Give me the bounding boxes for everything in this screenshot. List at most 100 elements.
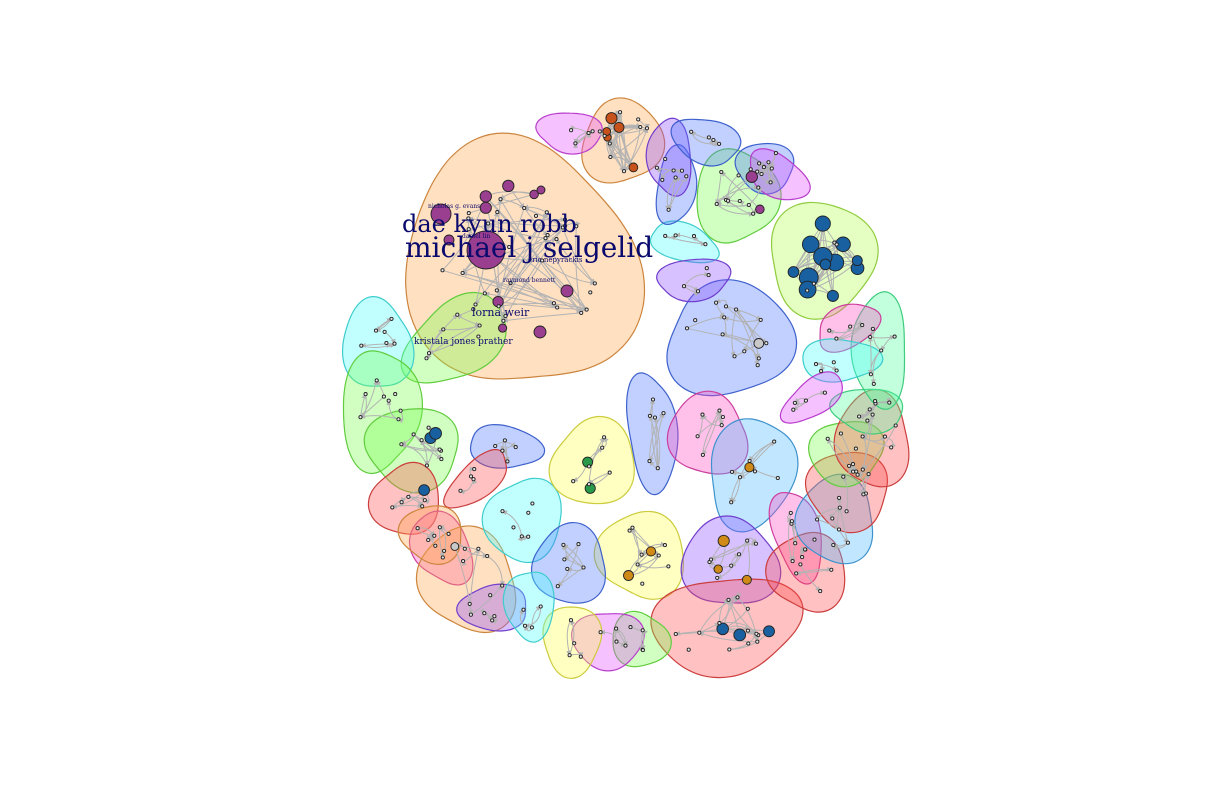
network-edge <box>720 171 761 210</box>
network-node <box>533 213 539 218</box>
network-node <box>844 509 849 514</box>
network-node <box>746 202 751 208</box>
network-node <box>773 151 778 156</box>
network-node <box>437 525 442 530</box>
highlighted-node <box>529 189 539 200</box>
highlighted-node <box>502 179 515 193</box>
network-node <box>544 210 549 215</box>
network-node <box>866 472 871 477</box>
highlighted-node <box>745 170 758 183</box>
network-node <box>654 165 659 170</box>
network-edge <box>428 314 458 354</box>
label-raymond-bennett: raymond bennett <box>503 277 556 284</box>
network-node <box>746 641 751 646</box>
network-node <box>635 562 640 567</box>
network-node <box>586 464 592 469</box>
network-node <box>493 443 498 449</box>
community-hull <box>570 613 645 672</box>
highlighted-node <box>613 121 625 133</box>
network-node <box>735 595 740 600</box>
network-node <box>673 631 678 637</box>
network-node <box>893 423 898 428</box>
network-node <box>600 445 605 450</box>
network-edge <box>868 336 874 375</box>
network-node <box>555 584 560 589</box>
network-node <box>825 436 830 441</box>
network-node <box>732 354 737 359</box>
network-node <box>889 445 894 450</box>
network-node <box>636 117 641 122</box>
network-edge <box>827 438 850 467</box>
network-node <box>834 242 839 247</box>
network-edge <box>716 554 740 580</box>
network-node <box>811 281 816 286</box>
network-node <box>715 575 720 580</box>
network-node <box>495 210 500 215</box>
network-node <box>706 273 711 278</box>
network-node <box>857 414 862 419</box>
network-edge <box>737 597 760 643</box>
network-edge <box>799 564 821 592</box>
highlighted-node <box>753 338 765 349</box>
highlighted-node <box>744 462 755 473</box>
network-node <box>466 216 471 221</box>
network-node <box>426 351 432 356</box>
network-node <box>602 133 607 138</box>
network-node <box>393 392 398 397</box>
network-node <box>562 217 568 222</box>
network-node <box>855 472 860 477</box>
network-edge <box>498 301 588 312</box>
network-node <box>871 381 876 386</box>
network-node <box>640 628 645 633</box>
community-hull <box>535 112 603 155</box>
network-node <box>666 207 671 212</box>
network-node <box>567 653 572 658</box>
network-node <box>720 332 725 337</box>
network-node <box>803 398 808 403</box>
network-edge <box>541 260 596 286</box>
network-edge <box>610 127 648 158</box>
network-node <box>845 540 850 545</box>
network-node <box>439 457 444 462</box>
network-node <box>581 565 586 570</box>
network-node <box>519 534 524 539</box>
network-node <box>543 236 548 241</box>
network-node <box>704 266 709 271</box>
network-node <box>638 124 643 130</box>
network-node <box>500 583 505 588</box>
network-edge <box>725 174 739 202</box>
network-node <box>607 470 612 475</box>
network-edge <box>502 225 566 322</box>
network-node <box>798 562 803 567</box>
network-node <box>424 356 429 361</box>
network-node <box>775 475 780 481</box>
network-edge <box>566 619 572 656</box>
network-node <box>513 445 518 450</box>
network-node <box>467 601 472 606</box>
network-node <box>420 504 425 509</box>
network-node <box>693 318 698 323</box>
network-node <box>831 542 836 548</box>
network-node <box>673 233 678 238</box>
network-node <box>490 618 495 623</box>
network-node <box>473 302 478 307</box>
highlighted-node <box>814 215 831 232</box>
network-node <box>485 554 490 559</box>
network-node <box>850 462 856 467</box>
highlighted-node <box>851 255 863 267</box>
network-node <box>644 126 650 131</box>
network-edge <box>498 211 548 307</box>
hub-node <box>466 230 506 270</box>
network-node <box>551 301 556 306</box>
community-hull <box>680 515 782 604</box>
network-edge <box>716 203 754 217</box>
network-node <box>476 546 481 551</box>
network-node <box>477 323 482 328</box>
network-node <box>671 168 676 173</box>
network-node <box>768 180 773 185</box>
network-node <box>640 581 645 586</box>
network-node <box>684 326 690 331</box>
network-node <box>389 316 394 321</box>
network-node <box>800 555 805 560</box>
network-edge <box>698 631 758 643</box>
